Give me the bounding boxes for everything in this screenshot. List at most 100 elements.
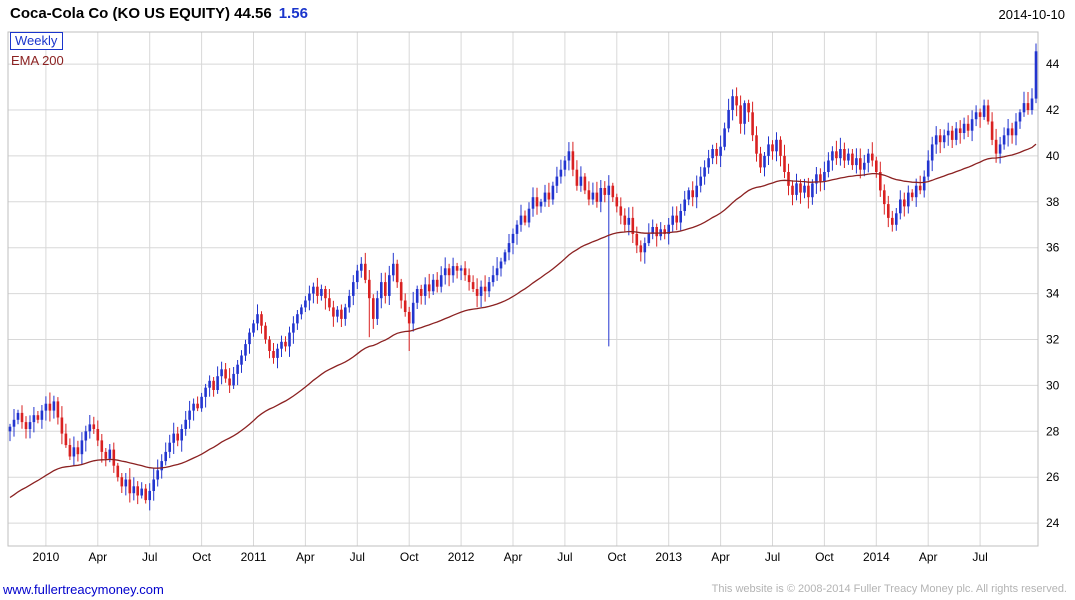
candle-body bbox=[843, 149, 846, 161]
candle-body bbox=[240, 355, 243, 365]
candle-body bbox=[220, 369, 223, 377]
y-tick-label: 28 bbox=[1046, 424, 1060, 438]
candle-body bbox=[587, 190, 591, 200]
candle-body bbox=[974, 112, 978, 120]
candle-body bbox=[1030, 98, 1034, 110]
candle-body bbox=[687, 190, 690, 200]
candle-body bbox=[631, 217, 635, 234]
candle-body bbox=[288, 332, 291, 347]
candle-body bbox=[627, 217, 631, 225]
candle-body bbox=[272, 351, 275, 358]
x-tick-label: Apr bbox=[504, 550, 523, 564]
candle-body bbox=[775, 139, 778, 152]
y-tick-label: 26 bbox=[1046, 470, 1060, 484]
x-tick-label: Apr bbox=[88, 550, 107, 564]
candle-body bbox=[1022, 103, 1026, 113]
candle-body bbox=[763, 155, 766, 168]
candle-body bbox=[855, 158, 858, 166]
candle-body bbox=[340, 309, 343, 319]
candle-body bbox=[168, 442, 171, 452]
candle-body bbox=[316, 286, 319, 296]
candle-body bbox=[292, 323, 295, 333]
candle-body bbox=[559, 169, 563, 177]
candle-body bbox=[236, 364, 239, 374]
candle-body bbox=[647, 233, 651, 244]
candle-body bbox=[599, 188, 603, 202]
candle-body bbox=[471, 282, 475, 289]
candle-body bbox=[771, 144, 774, 152]
candle-body bbox=[364, 263, 367, 280]
candle-body bbox=[495, 268, 499, 276]
candle-body bbox=[419, 289, 423, 296]
candle-body bbox=[887, 204, 890, 218]
candle-body bbox=[715, 149, 718, 156]
candle-body bbox=[499, 261, 503, 269]
candle-body bbox=[799, 183, 802, 193]
x-tick-label: Apr bbox=[296, 550, 315, 564]
candle-body bbox=[727, 110, 730, 129]
candle-body bbox=[200, 396, 203, 409]
candle-body bbox=[336, 309, 339, 317]
candle-body bbox=[970, 119, 974, 131]
candle-body bbox=[248, 332, 251, 345]
candle-body bbox=[116, 465, 120, 478]
candle-body bbox=[839, 149, 842, 159]
candle-body bbox=[958, 128, 962, 133]
candle-body bbox=[280, 341, 283, 349]
candle-body bbox=[92, 424, 96, 429]
candle-body bbox=[104, 451, 108, 459]
candle-body bbox=[675, 215, 678, 223]
candle-body bbox=[918, 185, 922, 191]
y-tick-label: 30 bbox=[1046, 378, 1060, 392]
candle-body bbox=[567, 151, 571, 161]
x-tick-label: 2010 bbox=[33, 550, 60, 564]
candle-body bbox=[144, 488, 147, 501]
candle-body bbox=[1010, 128, 1014, 136]
legend-weekly-label: Weekly bbox=[10, 32, 64, 50]
plot-border bbox=[7, 31, 1039, 547]
candle-body bbox=[966, 123, 970, 131]
candle-body bbox=[455, 266, 459, 271]
candle-body bbox=[895, 213, 898, 225]
candle-body bbox=[683, 199, 686, 211]
candle-body bbox=[224, 369, 227, 379]
candle-body bbox=[1026, 103, 1030, 110]
candle-body bbox=[747, 103, 750, 113]
candle-body bbox=[356, 270, 359, 283]
candle-body bbox=[447, 268, 451, 276]
candle-body bbox=[40, 410, 44, 420]
candle-body bbox=[487, 282, 491, 292]
candle-body bbox=[80, 440, 84, 455]
candle-body bbox=[891, 217, 894, 225]
candle-body bbox=[523, 215, 527, 223]
y-tick-label: 32 bbox=[1046, 333, 1060, 347]
chart-title: Coca-Cola Co (KO US EQUITY) 44.56 1.56 bbox=[10, 5, 308, 22]
candle-body bbox=[543, 192, 547, 202]
candle-body bbox=[96, 429, 100, 441]
candle-body bbox=[407, 311, 411, 324]
site-link[interactable]: www.fullertreacymoney.com bbox=[3, 582, 164, 597]
candle-body bbox=[851, 153, 854, 166]
candle-body bbox=[639, 245, 643, 253]
candle-body bbox=[459, 268, 463, 271]
candle-body bbox=[60, 417, 64, 434]
x-tick-label: Jul bbox=[557, 550, 572, 564]
candle-body bbox=[72, 447, 76, 457]
candle-body bbox=[188, 410, 191, 420]
x-tick-label: Oct bbox=[815, 550, 834, 564]
candle-body bbox=[883, 190, 886, 205]
candle-body bbox=[667, 224, 670, 234]
candle-body bbox=[1034, 51, 1038, 99]
candle-body bbox=[439, 275, 443, 287]
candle-body bbox=[751, 112, 754, 136]
candle-body bbox=[164, 451, 167, 462]
candle-body bbox=[579, 176, 583, 186]
candle-body bbox=[304, 300, 307, 308]
candle-body bbox=[423, 284, 427, 296]
candle-body bbox=[679, 211, 682, 223]
candle-body bbox=[711, 149, 714, 159]
x-axis-labels: 2010 Apr Jul Oct 2011 Apr Jul Oct 2012 Apr Jul Oct 2… bbox=[33, 550, 988, 564]
candle-body bbox=[922, 176, 926, 191]
candle-body bbox=[348, 295, 351, 308]
candle-body bbox=[950, 130, 954, 140]
